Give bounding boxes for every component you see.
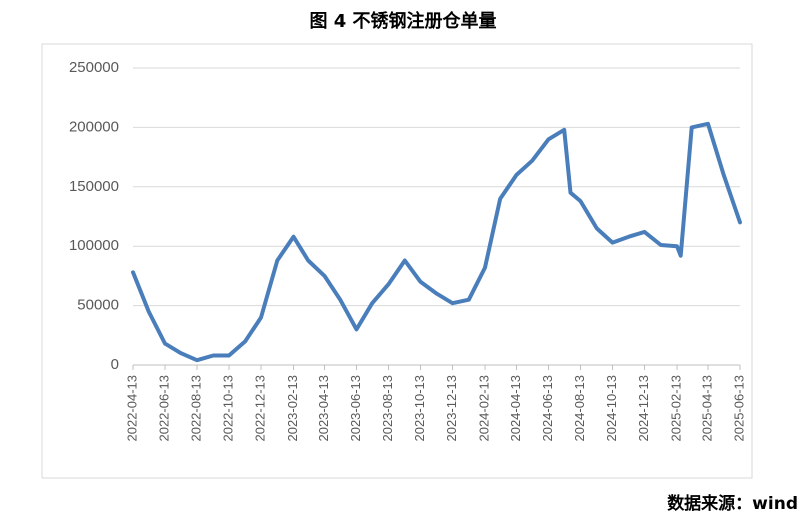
y-tick-label: 0 — [111, 356, 119, 373]
x-tick-label: 2022-10-13 — [220, 375, 235, 442]
x-tick-label: 2023-02-13 — [285, 375, 300, 442]
x-tick-label: 2024-08-13 — [572, 375, 587, 442]
x-tick-label: 2024-12-13 — [636, 375, 651, 442]
x-tick-label: 2023-10-13 — [412, 375, 427, 442]
data-line — [131, 121, 742, 363]
x-tick-label: 2022-06-13 — [156, 375, 171, 442]
chart-title: 图 4 不锈钢注册仓单量 — [309, 10, 496, 32]
y-tick-label: 250000 — [69, 59, 119, 76]
x-tick-label: 2023-04-13 — [316, 375, 331, 442]
x-tick-label: 2025-04-13 — [699, 375, 714, 442]
x-tick-label: 2025-06-13 — [731, 375, 746, 442]
x-tick-label: 2024-10-13 — [604, 375, 619, 442]
x-tick-label: 2023-12-13 — [444, 375, 459, 442]
x-tick-label: 2024-04-13 — [508, 375, 523, 442]
source-note: 数据来源：wind — [667, 493, 798, 514]
y-tick-label: 200000 — [69, 118, 119, 135]
x-tick-label: 2022-08-13 — [188, 375, 203, 442]
x-tick-label: 2022-04-13 — [124, 375, 139, 442]
x-tick-label: 2024-06-13 — [540, 375, 555, 442]
x-tick-label: 2022-12-13 — [252, 375, 267, 442]
x-tick-label: 2023-08-13 — [380, 375, 395, 442]
x-tick-label: 2024-02-13 — [476, 375, 491, 442]
y-tick-label: 50000 — [77, 297, 119, 314]
y-tick-label: 100000 — [69, 237, 119, 254]
y-tick-label: 150000 — [69, 178, 119, 195]
x-tick-label: 2023-06-13 — [348, 375, 363, 442]
chart-frame — [41, 43, 753, 479]
x-tick-label: 2025-02-13 — [668, 375, 683, 442]
